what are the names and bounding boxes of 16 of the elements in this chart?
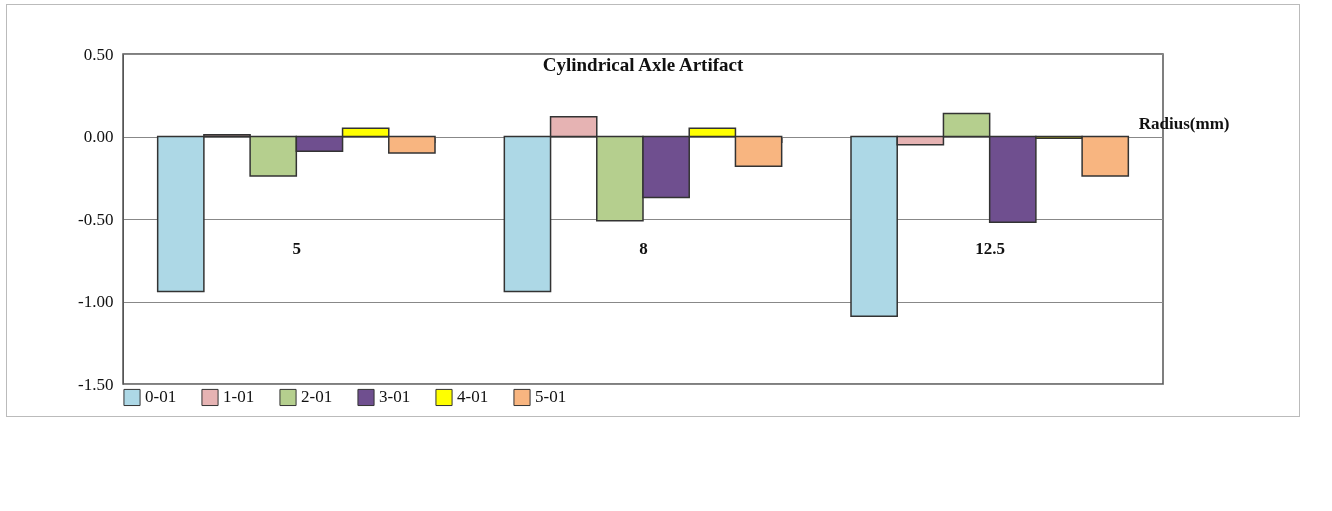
y-tick-label: -0.50 — [78, 209, 114, 229]
y-tick-label: -1.00 — [78, 292, 114, 311]
y-tick-label: -1.50 — [78, 374, 114, 394]
y-tick-label: 0.50 — [83, 44, 114, 64]
x-tick-label: 12.5 — [975, 239, 1006, 258]
legend-label: 3-01 — [379, 387, 411, 407]
legend-label: 4-01 — [457, 387, 489, 407]
x-tick-label: 5 — [292, 239, 302, 258]
legend-label: 0-01 — [145, 387, 177, 407]
y-tick-label: 0.00 — [83, 127, 114, 146]
x-tick-label: 8 — [639, 239, 648, 258]
legend-label: 1-01 — [223, 387, 255, 407]
chart-title: Cylindrical Axle Artifact — [542, 54, 744, 75]
x-axis-title: Radius(mm) — [1138, 114, 1230, 133]
legend-label: 5-01 — [535, 387, 567, 407]
legend-label: 2-01 — [301, 387, 333, 407]
